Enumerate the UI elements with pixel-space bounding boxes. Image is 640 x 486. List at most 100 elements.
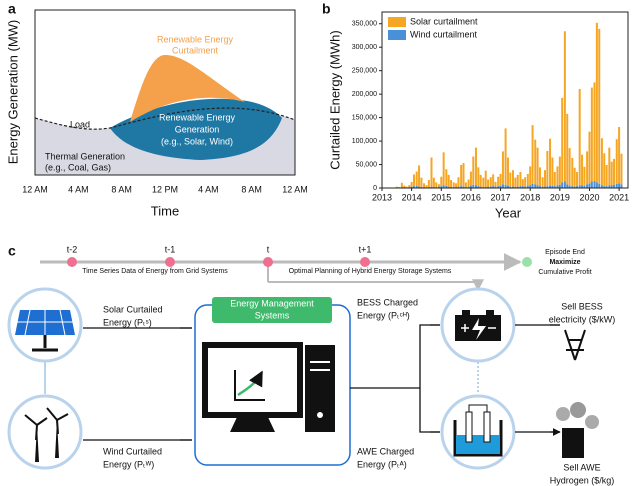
panel-label: a bbox=[8, 1, 16, 17]
diagram bbox=[7, 253, 599, 470]
label: Energy (Pₜᶜᴴ) bbox=[357, 310, 410, 320]
bar bbox=[605, 165, 608, 187]
annotation: Curtailment bbox=[172, 45, 219, 55]
bar bbox=[568, 148, 571, 186]
bar bbox=[553, 186, 556, 188]
bar bbox=[558, 184, 561, 188]
bar bbox=[437, 186, 440, 188]
bar bbox=[472, 156, 475, 185]
label: Systems bbox=[255, 310, 290, 320]
bar bbox=[538, 167, 541, 187]
bar bbox=[541, 177, 544, 187]
bar bbox=[413, 186, 416, 188]
bar bbox=[598, 183, 601, 188]
bar bbox=[452, 182, 455, 188]
label: Wind Curtailed bbox=[103, 446, 162, 456]
bar bbox=[544, 170, 547, 187]
bar bbox=[474, 147, 477, 186]
label: Hydrogen ($/kg) bbox=[550, 475, 615, 485]
bar bbox=[472, 184, 475, 188]
bar bbox=[573, 186, 576, 188]
bar bbox=[581, 185, 584, 188]
bar bbox=[603, 153, 606, 187]
annotation: Renewable Energy bbox=[159, 112, 236, 122]
bar bbox=[501, 151, 504, 185]
bar bbox=[566, 113, 569, 185]
bar bbox=[620, 153, 623, 185]
bar bbox=[600, 138, 603, 186]
x-tick-label: 2018 bbox=[520, 192, 540, 202]
bar bbox=[524, 177, 527, 187]
bar bbox=[531, 183, 534, 188]
bar bbox=[469, 171, 472, 186]
y-axis-label: Energy Generation (MW) bbox=[5, 20, 20, 165]
annotation: Thermal Generation bbox=[45, 151, 125, 161]
bar bbox=[430, 157, 433, 187]
label: Energy (Pₜˢ) bbox=[103, 317, 152, 327]
bar bbox=[563, 181, 566, 188]
bar bbox=[499, 173, 502, 186]
annotation: Generation bbox=[175, 124, 220, 134]
bar bbox=[420, 177, 423, 188]
bar bbox=[556, 185, 559, 188]
bar bbox=[529, 185, 532, 188]
label: Maximize bbox=[549, 259, 580, 266]
bar bbox=[423, 183, 426, 188]
bar bbox=[395, 186, 398, 188]
bar bbox=[440, 176, 443, 187]
annotation: Load bbox=[70, 119, 90, 129]
bar bbox=[576, 186, 579, 188]
bar bbox=[506, 185, 509, 188]
bar-chart: 0 50,000 100,000 150,000 200,000 250,000 300,0… bbox=[352, 11, 629, 202]
bar bbox=[573, 167, 576, 187]
bar bbox=[447, 174, 450, 187]
bar bbox=[590, 87, 593, 182]
x-tick-label: 4 AM bbox=[68, 184, 89, 194]
bar bbox=[561, 182, 564, 188]
bar bbox=[608, 185, 611, 188]
bar bbox=[479, 174, 482, 187]
bar bbox=[430, 186, 433, 188]
bar bbox=[546, 186, 549, 188]
x-tick-label: 8 AM bbox=[241, 184, 262, 194]
bar bbox=[506, 157, 509, 186]
bar bbox=[531, 125, 534, 184]
bar bbox=[586, 184, 589, 188]
bar bbox=[593, 180, 596, 188]
bar bbox=[442, 185, 445, 188]
label: Time Series Data of Energy from Grid Sys… bbox=[82, 268, 228, 275]
annotation: (e.g., Solar, Wind) bbox=[161, 136, 233, 146]
bar bbox=[608, 147, 611, 186]
bar bbox=[620, 184, 623, 188]
timeline-label: t-2 bbox=[67, 244, 78, 254]
x-axis-label: Time bbox=[151, 203, 179, 218]
bar bbox=[571, 186, 574, 188]
bar bbox=[509, 186, 512, 188]
bar bbox=[529, 166, 532, 186]
bar bbox=[595, 182, 598, 188]
bar bbox=[501, 184, 504, 188]
bar bbox=[477, 186, 480, 188]
bar bbox=[538, 186, 541, 188]
y-tick-label: 250,000 bbox=[352, 68, 377, 75]
bar bbox=[615, 139, 618, 184]
bar bbox=[497, 176, 500, 187]
legend-swatch bbox=[388, 30, 406, 40]
bar bbox=[588, 131, 591, 184]
bar bbox=[595, 22, 598, 183]
x-tick-label: 2020 bbox=[579, 192, 599, 202]
bar bbox=[605, 186, 608, 188]
bar bbox=[556, 166, 559, 186]
bar bbox=[413, 174, 416, 187]
label: Sell BESS bbox=[561, 301, 603, 311]
bar bbox=[593, 82, 596, 181]
bar bbox=[400, 182, 403, 188]
label: BESS Charged bbox=[357, 297, 418, 307]
bar bbox=[418, 165, 421, 187]
y-tick-label: 100,000 bbox=[352, 138, 377, 145]
bar bbox=[524, 186, 527, 188]
bar bbox=[571, 157, 574, 187]
bar bbox=[558, 156, 561, 185]
x-tick-label: 2013 bbox=[372, 192, 392, 202]
